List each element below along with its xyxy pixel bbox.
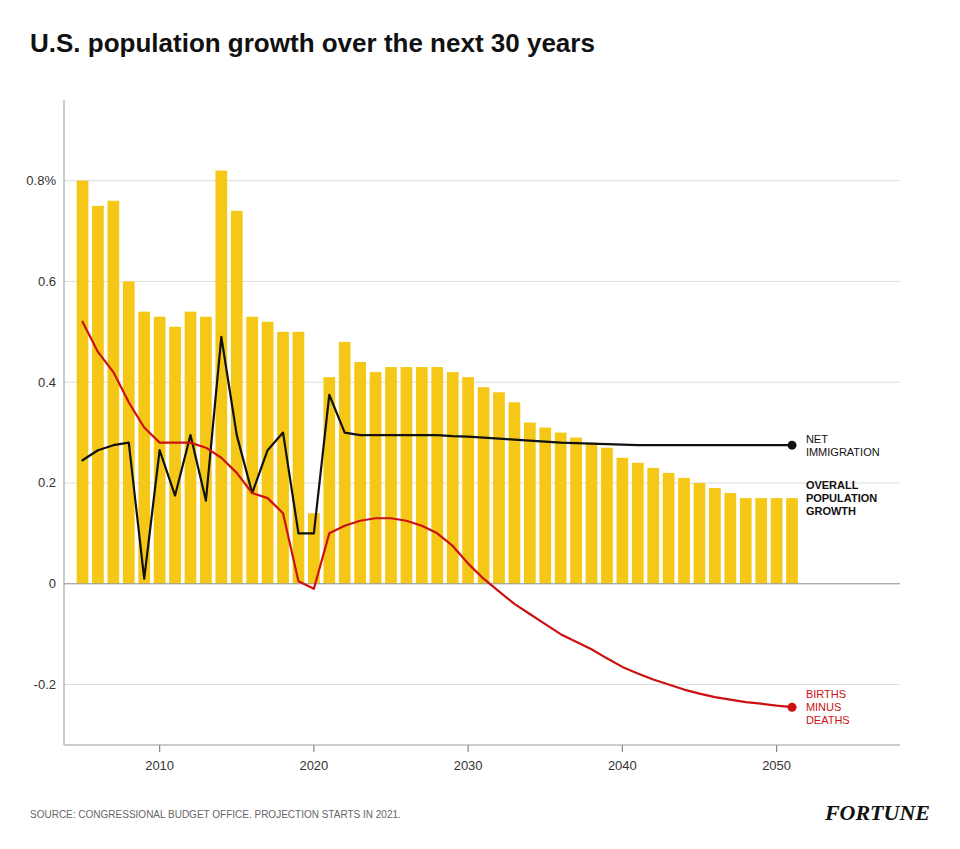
source-note: SOURCE: CONGRESSIONAL BUDGET OFFICE. PRO… xyxy=(30,809,401,820)
bar xyxy=(632,463,644,584)
series-label-line: OVERALL xyxy=(806,479,859,491)
bar xyxy=(524,423,536,584)
series-label: OVERALLPOPULATIONGROWTH xyxy=(806,479,877,517)
y-tick-label: 0.6 xyxy=(38,274,56,289)
bar xyxy=(755,498,767,584)
bar xyxy=(385,367,397,584)
series-label: BIRTHSMINUSDEATHS xyxy=(806,688,850,726)
title: U.S. population growth over the next 30 … xyxy=(30,28,595,58)
x-tick xyxy=(159,745,160,752)
grid xyxy=(64,181,900,685)
bar xyxy=(740,498,752,584)
grid-line xyxy=(64,281,900,282)
bar xyxy=(570,438,582,584)
series-label-line: NET xyxy=(806,433,828,445)
bar xyxy=(509,402,521,583)
bar xyxy=(169,327,181,584)
bar xyxy=(786,498,798,584)
grid-line xyxy=(64,684,900,685)
y-tick-label: 0 xyxy=(49,576,56,591)
bar xyxy=(586,443,598,584)
bar xyxy=(771,498,783,584)
y-tick-label: 0.8% xyxy=(26,173,56,188)
grid-line xyxy=(64,180,900,181)
series-label-line: BIRTHS xyxy=(806,688,846,700)
plot-area xyxy=(64,171,900,712)
bar xyxy=(647,468,659,584)
bar xyxy=(431,367,443,584)
bar xyxy=(123,281,135,583)
x-tick xyxy=(776,745,777,752)
x-tick-label: 2040 xyxy=(608,758,637,773)
bar xyxy=(478,387,490,584)
bar xyxy=(694,483,706,584)
bar xyxy=(370,372,382,584)
bar xyxy=(92,206,104,584)
bar xyxy=(539,428,551,584)
y-tick-label: 0.2 xyxy=(38,475,56,490)
x-tick xyxy=(468,745,469,752)
x-tick-label: 2010 xyxy=(145,758,174,773)
series-label: NETIMMIGRATION xyxy=(806,433,880,458)
zero-line xyxy=(64,583,900,584)
grid-line xyxy=(64,583,900,584)
x-tick-label: 2050 xyxy=(762,758,791,773)
bar xyxy=(663,473,675,584)
bar xyxy=(339,342,351,584)
bar xyxy=(678,478,690,584)
bar xyxy=(323,377,335,584)
x-tick xyxy=(313,745,314,752)
series-label-line: POPULATION xyxy=(806,492,877,504)
x-tick-label: 2020 xyxy=(299,758,328,773)
bar xyxy=(416,367,428,584)
bar xyxy=(231,211,243,584)
chart: U.S. population growth over the next 30 … xyxy=(0,0,960,849)
bar xyxy=(77,181,89,584)
series-label-line: MINUS xyxy=(806,701,841,713)
x-tick xyxy=(622,745,623,752)
bar xyxy=(354,362,366,584)
bar xyxy=(107,201,119,584)
y-axis-line xyxy=(64,100,65,745)
end-dot xyxy=(788,703,797,712)
bar xyxy=(293,332,305,584)
y-tick-label: 0.4 xyxy=(38,375,56,390)
bar xyxy=(555,433,567,584)
bar xyxy=(246,317,258,584)
x-axis-line xyxy=(64,745,900,746)
line xyxy=(83,337,793,579)
logo-text: FORTUNE xyxy=(824,800,930,825)
bar xyxy=(462,377,474,584)
bar xyxy=(617,458,629,584)
bar xyxy=(493,392,505,583)
x-tick-label: 2030 xyxy=(454,758,483,773)
bar xyxy=(601,448,613,584)
bar xyxy=(401,367,413,584)
y-tick-label: -0.2 xyxy=(34,677,56,692)
line xyxy=(83,322,793,707)
end-dot xyxy=(788,441,797,450)
series-label-line: DEATHS xyxy=(806,714,850,726)
bar xyxy=(709,488,721,584)
background xyxy=(0,0,960,849)
series-label-line: IMMIGRATION xyxy=(806,446,880,458)
series-label-line: GROWTH xyxy=(806,505,856,517)
bar xyxy=(724,493,736,584)
